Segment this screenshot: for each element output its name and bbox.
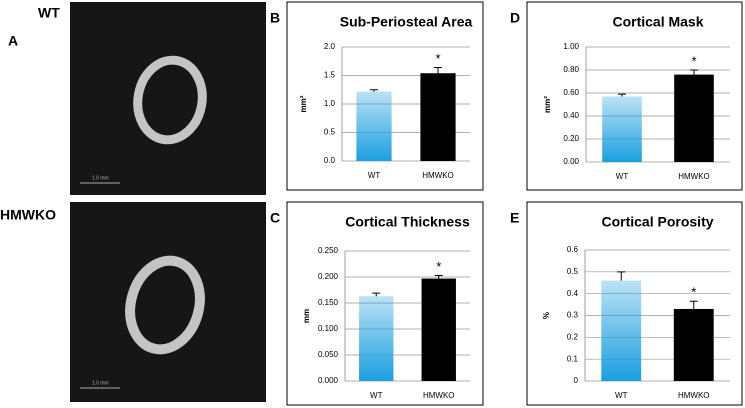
y-tick-label: 0.150 xyxy=(318,298,339,307)
y-tick-label: 0.4 xyxy=(567,289,579,298)
panel-letter: A xyxy=(8,33,18,49)
panel-letter: D xyxy=(510,10,520,26)
chart-title: Cortical Porosity xyxy=(601,214,713,230)
chart-title: Cortical Thickness xyxy=(345,214,470,230)
scale-bar-label: 1.0 mm xyxy=(92,175,109,181)
y-tick-label: 0.5 xyxy=(324,128,336,137)
x-tick-label: WT xyxy=(368,171,381,180)
significance-marker: * xyxy=(436,259,441,274)
y-tick-label: 0.00 xyxy=(563,157,579,166)
x-tick-label: HMWKO xyxy=(678,391,710,400)
y-tick-label: 0.000 xyxy=(318,376,339,385)
image-label: WT xyxy=(38,5,60,21)
y-tick-label: 2.0 xyxy=(324,42,336,51)
y-tick-label: 0.200 xyxy=(318,272,339,281)
x-tick-label: WT xyxy=(616,172,629,181)
y-axis-label: % xyxy=(542,312,551,319)
bar xyxy=(356,91,392,161)
significance-marker: * xyxy=(691,53,696,68)
y-tick-label: 1.5 xyxy=(324,71,336,80)
y-tick-label: 0.6 xyxy=(567,245,579,254)
x-tick-label: HMWKO xyxy=(423,391,455,400)
error-bar xyxy=(434,67,442,74)
bar xyxy=(421,278,456,381)
error-bar xyxy=(372,292,381,297)
y-tick-label: 1.00 xyxy=(563,42,579,51)
chart-title: Cortical Mask xyxy=(612,14,703,30)
y-tick-label: 0.20 xyxy=(563,134,579,143)
panel-letter: B xyxy=(270,10,280,26)
y-axis-label: mm² xyxy=(543,96,552,113)
bar xyxy=(359,296,394,381)
ct-image xyxy=(70,202,266,402)
error-bar xyxy=(617,271,626,281)
error-bar xyxy=(370,89,378,92)
chart-title: Sub-Periosteal Area xyxy=(340,14,473,30)
error-bar xyxy=(434,274,443,279)
x-tick-label: HMWKO xyxy=(678,172,710,181)
y-tick-label: 0.050 xyxy=(318,350,339,359)
panel-box xyxy=(526,1,743,191)
panel-letter: E xyxy=(510,210,519,226)
panel-letter: C xyxy=(270,210,280,226)
significance-marker: * xyxy=(691,285,696,300)
scale-bar-label: 1.0 mm xyxy=(92,380,109,386)
y-axis-label: mm xyxy=(302,309,311,323)
ct-image xyxy=(70,2,266,195)
x-tick-label: HMWKO xyxy=(422,171,454,180)
y-tick-label: 0.250 xyxy=(318,246,339,255)
y-axis-label: mm² xyxy=(299,95,308,112)
y-tick-label: 0.1 xyxy=(567,354,579,363)
y-tick-label: 0.60 xyxy=(563,88,579,97)
panel-box xyxy=(526,201,743,406)
bar xyxy=(601,280,642,381)
significance-marker: * xyxy=(435,51,440,66)
y-tick-label: 0.40 xyxy=(563,111,579,120)
bar xyxy=(673,308,714,381)
y-tick-label: 0.5 xyxy=(567,267,579,276)
bar xyxy=(420,73,456,161)
y-tick-label: 0 xyxy=(574,376,579,385)
panel-box xyxy=(286,201,484,406)
bar xyxy=(602,96,642,162)
bone-ring xyxy=(125,255,205,355)
y-tick-label: 1.0 xyxy=(324,99,336,108)
error-bar xyxy=(689,300,698,309)
y-tick-label: 0.80 xyxy=(563,65,579,74)
image-label: HMWKO xyxy=(0,207,56,223)
x-tick-label: WT xyxy=(370,391,383,400)
y-tick-label: 0.2 xyxy=(567,332,579,341)
bone-ring xyxy=(133,55,207,145)
y-tick-label: 0.3 xyxy=(567,311,579,320)
error-bar xyxy=(690,69,698,75)
error-bar xyxy=(618,93,626,97)
bar xyxy=(674,74,714,162)
x-tick-label: WT xyxy=(615,391,628,400)
panel-box xyxy=(286,1,484,191)
y-tick-label: 0.0 xyxy=(324,156,336,165)
y-tick-label: 0.100 xyxy=(318,324,339,333)
